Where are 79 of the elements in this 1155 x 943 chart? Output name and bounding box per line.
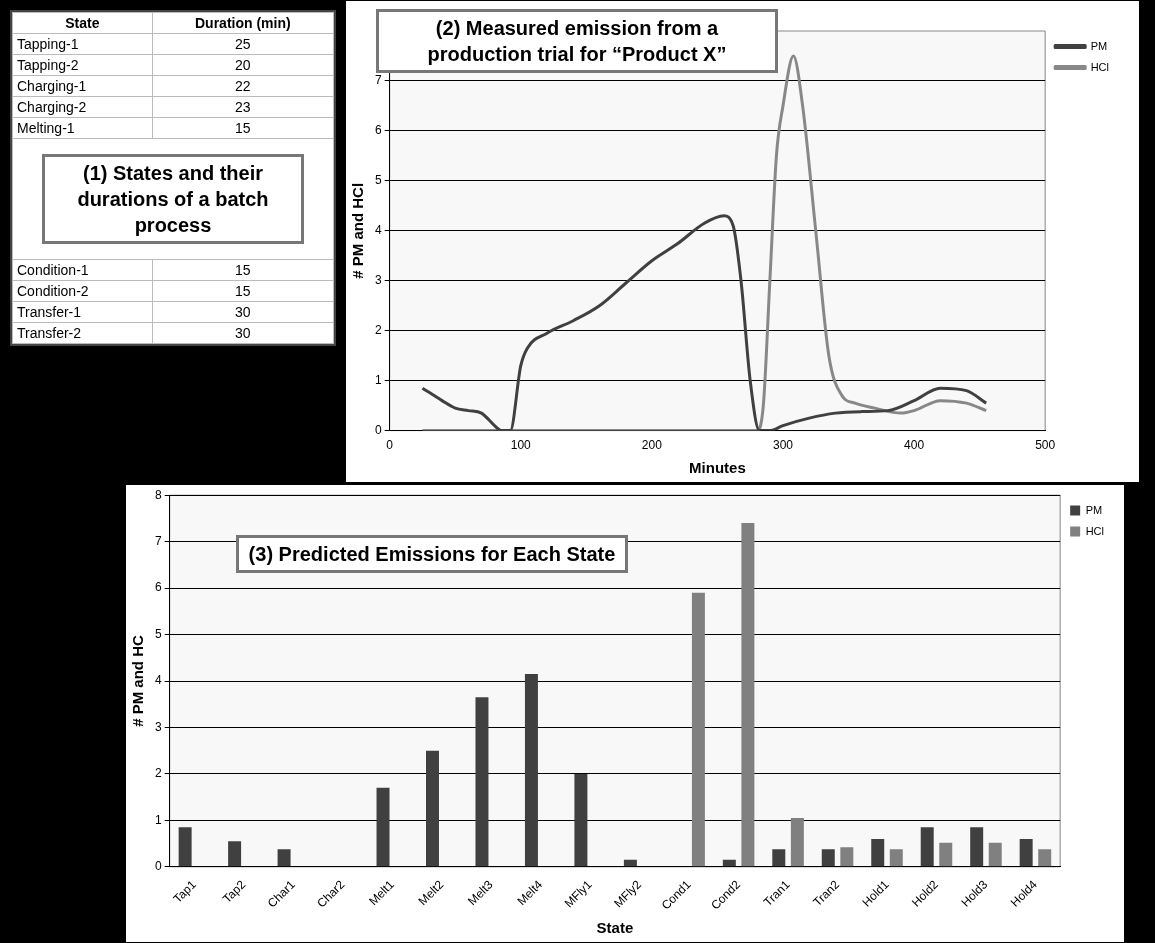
- y-tick-label: 7: [374, 73, 382, 88]
- bar: [889, 849, 903, 867]
- bar: [871, 838, 885, 867]
- bar: [722, 859, 736, 867]
- category-label: Tapping-2: [12, 54, 153, 76]
- y-tick-label: 3: [154, 719, 162, 734]
- legend-label: HCl: [1090, 60, 1110, 73]
- bar: [524, 674, 538, 867]
- bar: [1038, 849, 1052, 867]
- y-axis-title: # PM and HC: [129, 635, 147, 727]
- bar: [988, 842, 1002, 867]
- category-label: Transfer-2: [12, 322, 153, 344]
- bar: [228, 841, 242, 867]
- y-tick-label: 8: [154, 487, 162, 502]
- legend-label: PM: [1090, 39, 1108, 52]
- bar: [277, 849, 291, 867]
- y-tick-label: 7: [154, 533, 162, 548]
- title-box: (2) Measured emission from a production trial for “Product X”: [376, 9, 778, 73]
- bar: [741, 523, 755, 867]
- x-tick-label: 200: [641, 438, 663, 453]
- data-label: 25: [152, 33, 334, 55]
- bar: [790, 818, 804, 867]
- data-label: 23: [152, 96, 334, 118]
- category-label: Tapping-1: [12, 33, 153, 55]
- y-tick-label: 6: [374, 123, 382, 138]
- data-label: 15: [152, 117, 334, 139]
- bar: [691, 592, 705, 867]
- legend-label: HCl: [1085, 524, 1105, 537]
- y-tick-label: 3: [374, 273, 382, 288]
- line-series: [420, 214, 988, 431]
- y-tick-label: 4: [374, 223, 382, 238]
- bar: [574, 773, 588, 867]
- title-box: (3) Predicted Emissions for Each State: [236, 535, 628, 573]
- data-label: 22: [152, 75, 334, 97]
- bar: [475, 697, 489, 867]
- data-label: 20: [152, 54, 334, 76]
- bar: [970, 827, 984, 867]
- bar: [1019, 838, 1033, 867]
- text: Duration (min): [152, 12, 334, 34]
- x-axis-title: Minutes: [689, 459, 746, 477]
- y-tick-label: 1: [374, 372, 382, 387]
- bar: [426, 750, 439, 867]
- y-tick-label: 5: [154, 626, 162, 641]
- x-axis-title: State: [596, 919, 634, 937]
- x-tick-label: 500: [1035, 438, 1056, 453]
- category-label: Melting-1: [12, 117, 153, 139]
- bar: [939, 842, 953, 867]
- y-tick-label: 1: [154, 812, 162, 827]
- y-tick-label: 0: [374, 422, 382, 437]
- x-tick-label: 0: [386, 438, 394, 453]
- bar: [376, 787, 390, 867]
- title-box: (1) States and their durations of a batch process: [42, 154, 304, 244]
- category-label: Transfer-1: [12, 301, 153, 323]
- category-label: Charging-1: [12, 75, 153, 97]
- y-tick-label: 2: [154, 766, 162, 781]
- bar: [840, 847, 854, 867]
- x-tick-label: 300: [772, 438, 794, 453]
- data-label: 15: [152, 280, 334, 302]
- y-tick-label: 4: [154, 673, 162, 688]
- category-label: Charging-2: [12, 96, 153, 118]
- bar: [821, 849, 835, 867]
- category-label: Condition-1: [12, 259, 153, 281]
- bar: [623, 859, 637, 867]
- data-label: 30: [152, 322, 334, 344]
- data-label: 30: [152, 301, 334, 323]
- bar: [178, 827, 192, 867]
- bar: [920, 827, 934, 867]
- data-label: 15: [152, 259, 334, 281]
- x-tick-label: 400: [904, 438, 925, 453]
- y-tick-label: 6: [154, 580, 162, 595]
- y-tick-label: 5: [374, 173, 382, 188]
- y-axis-title: # PM and HCl: [349, 182, 367, 279]
- bar: [772, 849, 786, 867]
- x-tick-label: 100: [510, 438, 532, 453]
- legend-label: PM: [1085, 503, 1103, 516]
- y-tick-label: 0: [154, 859, 162, 874]
- text: State: [12, 12, 153, 34]
- category-label: Condition-2: [12, 280, 153, 302]
- y-tick-label: 2: [374, 323, 382, 338]
